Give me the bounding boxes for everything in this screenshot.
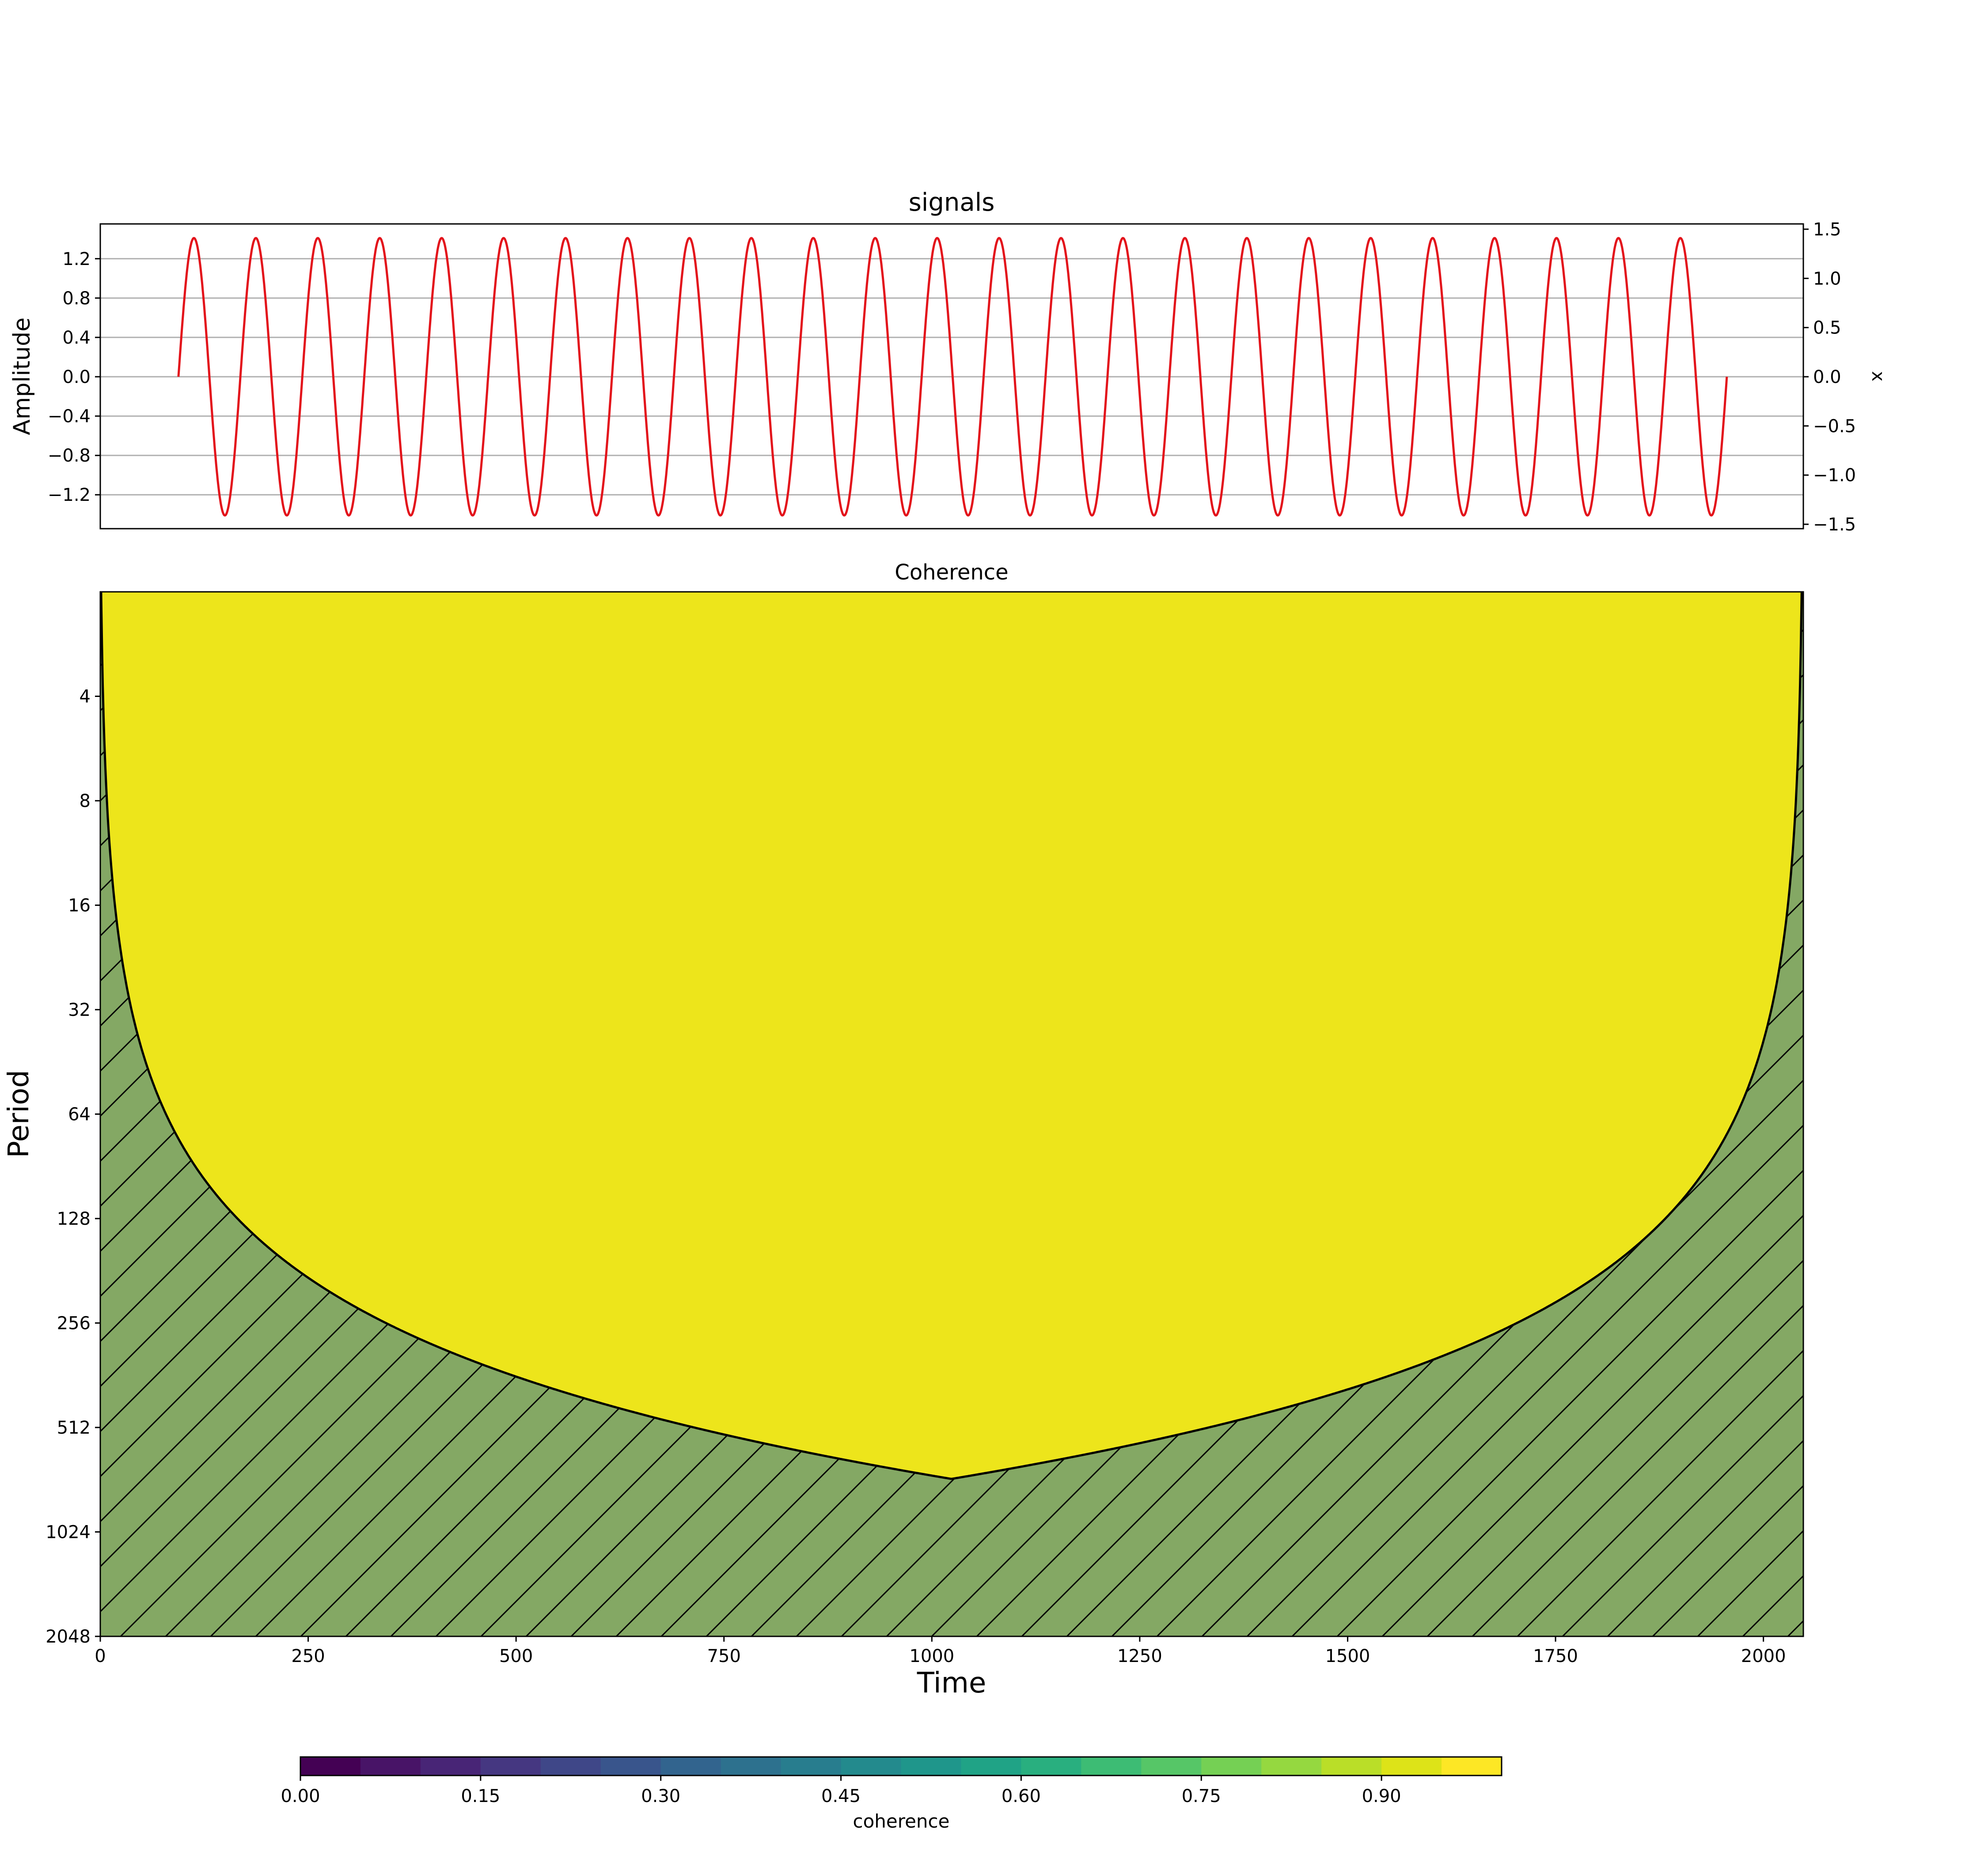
period-tick-label: 512 bbox=[57, 1418, 91, 1438]
colorbar-cell bbox=[1321, 1757, 1382, 1776]
signals-ytick-label: 0.4 bbox=[62, 328, 91, 348]
signals-ytick-label: −1.2 bbox=[48, 485, 91, 505]
cone-of-influence-boundary bbox=[100, 592, 1803, 1480]
signals-title: signals bbox=[909, 188, 995, 217]
signals-ytick-label: −0.4 bbox=[48, 406, 91, 427]
colorbar-cell bbox=[1081, 1757, 1142, 1776]
signals-ytick-label: 0.0 bbox=[62, 367, 91, 387]
signals-right-ylabel: x bbox=[1868, 371, 1888, 382]
time-tick-label: 750 bbox=[707, 1646, 741, 1666]
signals-right-ytick-label: −1.0 bbox=[1813, 466, 1856, 486]
period-tick-label: 8 bbox=[80, 791, 91, 811]
coherence-panel: Coherence 4 8 16 32 64 128 256 512 1024 2048 0 250… bbox=[3, 560, 1804, 1700]
signals-right-ytick-label: 1.5 bbox=[1813, 220, 1841, 240]
colorbar-tick-label: 0.75 bbox=[1182, 1786, 1221, 1806]
colorbar-cell bbox=[660, 1757, 721, 1776]
signals-left-axis: 1.2 0.8 0.4 0.0 −0.4 −0.8 −1.2 bbox=[48, 249, 100, 505]
period-tick-label: 2048 bbox=[46, 1627, 91, 1647]
period-tick-label: 1024 bbox=[46, 1522, 91, 1543]
signals-ytick-label: −0.8 bbox=[48, 446, 91, 466]
time-tick-label: 500 bbox=[499, 1646, 533, 1666]
colorbar-tick-label: 0.30 bbox=[641, 1786, 680, 1806]
colorbar-cell bbox=[721, 1757, 782, 1776]
signals-ytick-label: 0.8 bbox=[62, 288, 91, 309]
period-tick-label: 128 bbox=[57, 1209, 91, 1229]
signal-line bbox=[177, 237, 1728, 517]
time-tick-label: 0 bbox=[95, 1646, 106, 1666]
colorbar: 0.00 0.15 0.30 0.45 0.60 0.75 0.90 coherence bbox=[281, 1756, 1502, 1832]
colorbar-tick-label: 0.00 bbox=[281, 1786, 320, 1806]
signals-panel: signals 1.2 0.8 0.4 0.0 −0.4 −0.8 −1.2 1.5 1.0 0… bbox=[9, 188, 1888, 535]
colorbar-cell bbox=[781, 1757, 842, 1776]
signals-right-ytick-label: 1.0 bbox=[1813, 269, 1841, 289]
colorbar-cell bbox=[1442, 1757, 1502, 1776]
colorbar-cell bbox=[1201, 1757, 1262, 1776]
colorbar-cell bbox=[600, 1757, 661, 1776]
signals-right-ytick-label: 0.0 bbox=[1813, 367, 1841, 387]
time-tick-label: 1000 bbox=[909, 1646, 954, 1666]
signals-series-group bbox=[177, 237, 1728, 517]
time-tick-label: 1250 bbox=[1117, 1646, 1162, 1666]
period-tick-label: 64 bbox=[68, 1105, 91, 1125]
signals-right-ytick-label: 0.5 bbox=[1813, 318, 1841, 338]
colorbar-tick-label: 0.90 bbox=[1362, 1786, 1401, 1806]
colorbar-cell bbox=[901, 1757, 962, 1776]
colorbar-cell bbox=[1141, 1757, 1202, 1776]
colorbar-label: coherence bbox=[853, 1810, 950, 1832]
period-tick-label: 16 bbox=[68, 896, 91, 916]
time-axis: 0 250 500 750 1000 1250 1500 1750 2000 bbox=[95, 1636, 1786, 1666]
signals-right-ytick-label: −0.5 bbox=[1813, 416, 1856, 436]
period-tick-label: 256 bbox=[57, 1314, 91, 1334]
cone-of-influence-hatch bbox=[100, 592, 1803, 1636]
colorbar-cell bbox=[480, 1757, 541, 1776]
colorbar-cell bbox=[1021, 1757, 1082, 1776]
colorbar-cell bbox=[1261, 1757, 1322, 1776]
colorbar-cell bbox=[300, 1757, 361, 1776]
signals-gridlines bbox=[100, 258, 1803, 496]
time-tick-label: 1500 bbox=[1325, 1646, 1370, 1666]
colorbar-tick-label: 0.60 bbox=[1002, 1786, 1041, 1806]
period-axis: 4 8 16 32 64 128 256 512 1024 2048 bbox=[46, 687, 100, 1647]
colorbar-cell bbox=[841, 1757, 902, 1776]
signals-ylabel: Amplitude bbox=[9, 318, 35, 435]
colorbar-cell bbox=[360, 1757, 421, 1776]
colorbar-tick-label: 0.45 bbox=[821, 1786, 861, 1806]
colorbar-ticks: 0.00 0.15 0.30 0.45 0.60 0.75 0.90 bbox=[281, 1776, 1401, 1806]
colorbar-cell bbox=[961, 1757, 1022, 1776]
time-tick-label: 1750 bbox=[1533, 1646, 1578, 1666]
signals-right-ytick-label: −1.5 bbox=[1813, 515, 1856, 535]
signals-ytick-label: 1.2 bbox=[62, 249, 91, 269]
coherence-title: Coherence bbox=[895, 560, 1008, 585]
time-axis-label: Time bbox=[917, 1667, 986, 1700]
signals-right-axis: 1.5 1.0 0.5 0.0 −0.5 −1.0 −1.5 bbox=[1803, 220, 1856, 535]
time-tick-label: 2000 bbox=[1741, 1646, 1786, 1666]
colorbar-cells bbox=[300, 1757, 1502, 1776]
time-tick-label: 250 bbox=[291, 1646, 325, 1666]
coi-group bbox=[100, 592, 1803, 1636]
colorbar-cell bbox=[420, 1757, 481, 1776]
period-axis-label: Period bbox=[3, 1070, 35, 1158]
colorbar-frame bbox=[300, 1756, 1502, 1776]
colorbar-tick-label: 0.15 bbox=[461, 1786, 500, 1806]
colorbar-cell bbox=[540, 1757, 601, 1776]
colorbar-cell bbox=[1381, 1757, 1442, 1776]
period-tick-label: 4 bbox=[80, 687, 91, 707]
period-tick-label: 32 bbox=[68, 1000, 91, 1020]
